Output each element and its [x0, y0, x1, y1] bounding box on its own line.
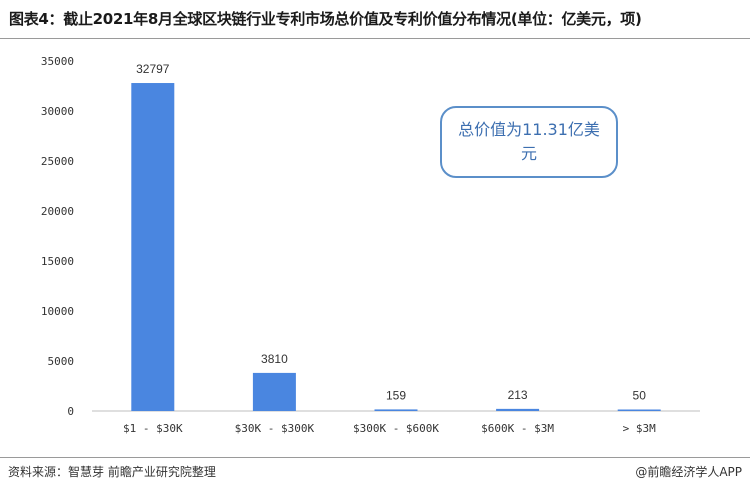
y-tick-label: 35000: [41, 55, 74, 68]
bar: [131, 83, 175, 411]
bar-chart: 0 5000 10000 15000 20000 25000 30000 35000 3279…: [41, 55, 700, 435]
title-divider: [0, 38, 750, 39]
data-label: 213: [508, 388, 528, 402]
x-tick-label: > $3M: [623, 422, 656, 435]
data-label: 3810: [261, 352, 288, 366]
bar: [496, 408, 540, 411]
y-tick-label: 0: [67, 405, 74, 418]
x-tick-label: $1 - $30K: [123, 422, 183, 435]
x-tick-label: $300K - $600K: [353, 422, 439, 435]
y-tick-label: 15000: [41, 255, 74, 268]
data-labels: 32797 3810 159 213 50: [136, 62, 646, 402]
data-label: 159: [386, 388, 406, 402]
bar: [617, 409, 661, 411]
bar: [374, 409, 418, 411]
footer-divider: [0, 457, 750, 458]
data-label: 32797: [136, 62, 170, 76]
x-tick-label: $30K - $300K: [235, 422, 315, 435]
y-tick-label: 20000: [41, 205, 74, 218]
x-axis: $1 - $30K $30K - $300K $300K - $600K $600K …: [123, 422, 656, 435]
y-tick-label: 30000: [41, 105, 74, 118]
annotation-text: 总价值为11.31亿美元: [458, 120, 600, 163]
y-tick-label: 25000: [41, 155, 74, 168]
brand-credit: @前瞻经济学人APP: [635, 465, 742, 479]
y-tick-label: 10000: [41, 305, 74, 318]
annotation-box: 总价值为11.31亿美元: [440, 106, 618, 178]
x-tick-label: $600K - $3M: [481, 422, 554, 435]
source-note: 资料来源：智慧芽 前瞻产业研究院整理: [8, 465, 216, 479]
chart-title: 图表4：截止2021年8月全球区块链行业专利市场总价值及专利价值分布情况(单位：…: [9, 10, 642, 28]
bar: [252, 372, 296, 411]
bars: [131, 83, 661, 411]
y-tick-label: 5000: [48, 355, 75, 368]
y-axis: 0 5000 10000 15000 20000 25000 30000 35000: [41, 55, 74, 418]
data-label: 50: [633, 389, 647, 403]
